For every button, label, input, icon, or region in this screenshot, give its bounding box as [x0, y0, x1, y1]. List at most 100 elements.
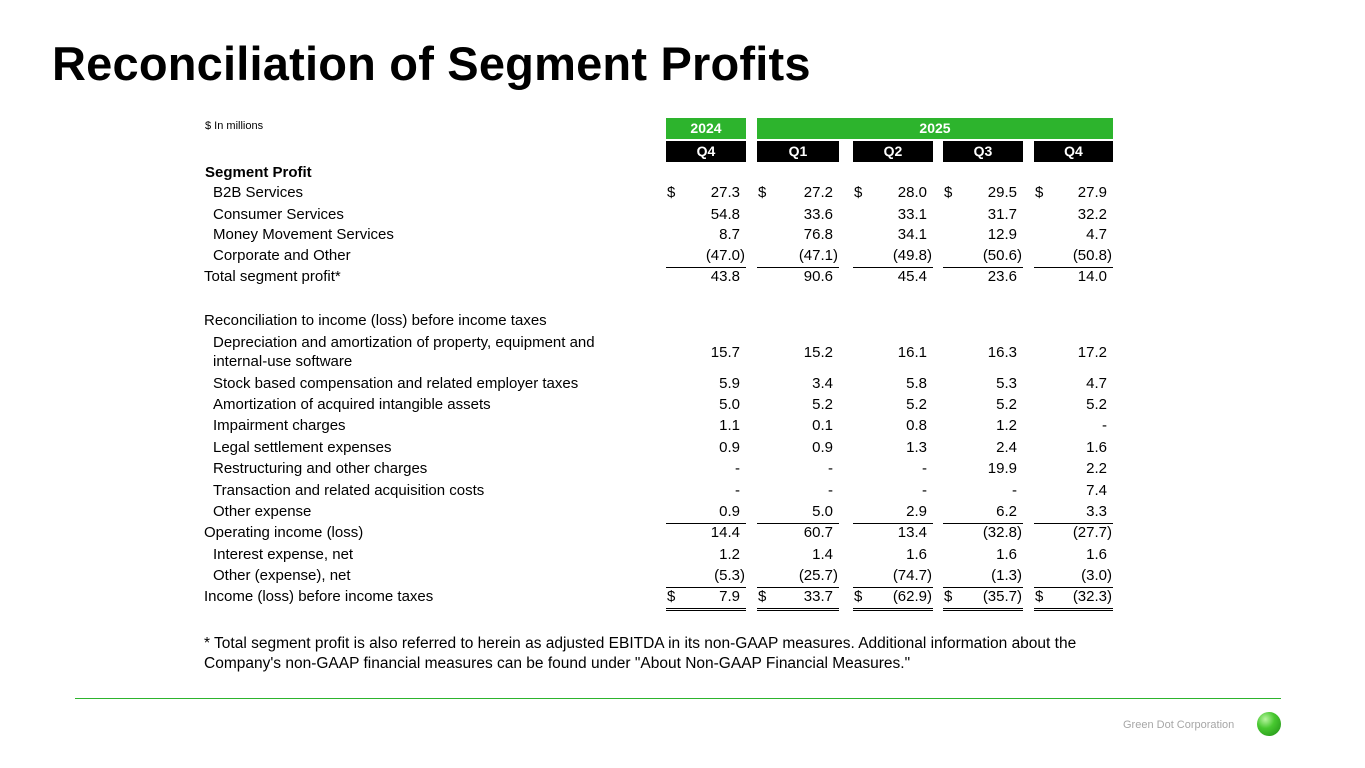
row-label: Depreciation and amortization of propert…	[213, 334, 595, 351]
table-cell: 34.1	[853, 225, 933, 246]
cell-value: (62.9)	[892, 588, 932, 605]
cell-value: 27.2	[803, 184, 833, 201]
table-cell: 8.7	[666, 225, 746, 246]
footer-divider	[75, 698, 1281, 699]
row-label: Money Movement Services	[213, 226, 394, 243]
cell-value: 32.2	[1077, 206, 1107, 223]
table-cell: 5.0	[666, 395, 746, 416]
cell-value: (35.7)	[982, 588, 1022, 605]
row-label: Amortization of acquired intangible asse…	[213, 396, 491, 413]
row-label: Stock based compensation and related emp…	[213, 375, 579, 392]
table-cell: 1.3	[853, 438, 933, 459]
table-cell: 7.4	[1034, 481, 1113, 502]
table-cell: (74.7)	[853, 566, 933, 588]
table-cell: 3.3	[1034, 502, 1113, 524]
table-cell: (1.3)	[943, 566, 1023, 588]
cell-value: 2.9	[906, 503, 927, 520]
cell-value: 6.2	[996, 503, 1017, 520]
cell-value: 1.2	[719, 546, 740, 563]
cell-value: (3.0)	[1081, 567, 1112, 584]
row-label: Corporate and Other	[213, 247, 351, 264]
table-cell: 0.8	[853, 416, 933, 437]
cell-value: 2.2	[1086, 460, 1107, 477]
cell-value: -	[1012, 482, 1017, 499]
table-cell: $28.0	[853, 183, 933, 204]
table-cell: 0.9	[666, 438, 746, 459]
cell-value: 4.7	[1086, 226, 1107, 243]
cell-value: (49.8)	[892, 247, 932, 264]
cell-value: 17.2	[1077, 344, 1107, 361]
table-cell: (47.1)	[757, 246, 839, 268]
green-dot-logo-icon	[1257, 712, 1281, 736]
table-cell: 0.1	[757, 416, 839, 437]
table-cell: 2.9	[853, 502, 933, 524]
table-cell: (5.3)	[666, 566, 746, 588]
cell-value: 54.8	[710, 206, 740, 223]
table-cell: $27.3	[666, 183, 746, 204]
table-cell: (50.8)	[1034, 246, 1113, 268]
cell-value: 34.1	[897, 226, 927, 243]
table-cell: 4.7	[1034, 374, 1113, 395]
table-cell: 0.9	[666, 502, 746, 524]
cell-value: 4.7	[1086, 375, 1107, 392]
cell-value: 14.0	[1077, 268, 1107, 285]
cell-value: (50.6)	[982, 247, 1022, 264]
table-cell: 1.6	[1034, 545, 1113, 566]
currency-symbol: $	[1035, 184, 1044, 201]
cell-value: 33.7	[803, 588, 833, 605]
cell-value: 1.4	[812, 546, 833, 563]
table-cell: 43.8	[666, 267, 746, 288]
cell-value: 19.9	[987, 460, 1017, 477]
row-label: Interest expense, net	[213, 546, 354, 563]
cell-value: 2.4	[996, 439, 1017, 456]
cell-value: 1.3	[906, 439, 927, 456]
table-cell: 14.0	[1034, 267, 1113, 288]
table-cell: 60.7	[757, 523, 839, 544]
table-cell: 90.6	[757, 267, 839, 288]
table-cell: $27.2	[757, 183, 839, 204]
table-cell: 14.4	[666, 523, 746, 544]
currency-symbol: $	[854, 184, 863, 201]
table-cell: 17.2	[1034, 343, 1113, 364]
currency-symbol: $	[854, 588, 863, 605]
row-label: Other expense	[213, 503, 312, 520]
cell-value: 31.7	[987, 206, 1017, 223]
table-cell: 16.3	[943, 343, 1023, 364]
cell-value: 16.3	[987, 344, 1017, 361]
cell-value: 1.1	[719, 417, 740, 434]
table-cell: -	[1034, 416, 1113, 437]
cell-value: (32.8)	[982, 524, 1022, 541]
cell-value: 5.2	[906, 396, 927, 413]
table-cell: (50.6)	[943, 246, 1023, 268]
table-cell: -	[757, 481, 839, 502]
table-cell: 5.2	[1034, 395, 1113, 416]
table-cell: -	[853, 481, 933, 502]
period-header-2: Q2	[853, 141, 933, 162]
table-cell: 15.7	[666, 343, 746, 364]
row-label: Restructuring and other charges	[213, 460, 428, 477]
table-cell: 0.9	[757, 438, 839, 459]
period-header-4: Q4	[1034, 141, 1113, 162]
row-label: Legal settlement expenses	[213, 439, 392, 456]
cell-value: 5.9	[719, 375, 740, 392]
table-cell: 5.8	[853, 374, 933, 395]
cell-value: (1.3)	[991, 567, 1022, 584]
row-label: Other (expense), net	[213, 567, 351, 584]
year-header-2025: 2025	[757, 118, 1113, 139]
cell-value: -	[828, 460, 833, 477]
table-cell: 1.4	[757, 545, 839, 566]
cell-value: 45.4	[897, 268, 927, 285]
table-cell: (25.7)	[757, 566, 839, 588]
table-cell: $ (32.3)	[1034, 587, 1113, 611]
page-title: Reconciliation of Segment Profits	[52, 37, 811, 90]
row-label: B2B Services	[213, 184, 304, 201]
table-cell: 2.2	[1034, 459, 1113, 480]
cell-value: 15.2	[803, 344, 833, 361]
period-header-0: Q4	[666, 141, 746, 162]
table-cell: 12.9	[943, 225, 1023, 246]
cell-value: 1.2	[996, 417, 1017, 434]
cell-value: 1.6	[1086, 546, 1107, 563]
table-cell: 5.3	[943, 374, 1023, 395]
cell-value: 90.6	[803, 268, 833, 285]
currency-symbol: $	[758, 588, 767, 605]
